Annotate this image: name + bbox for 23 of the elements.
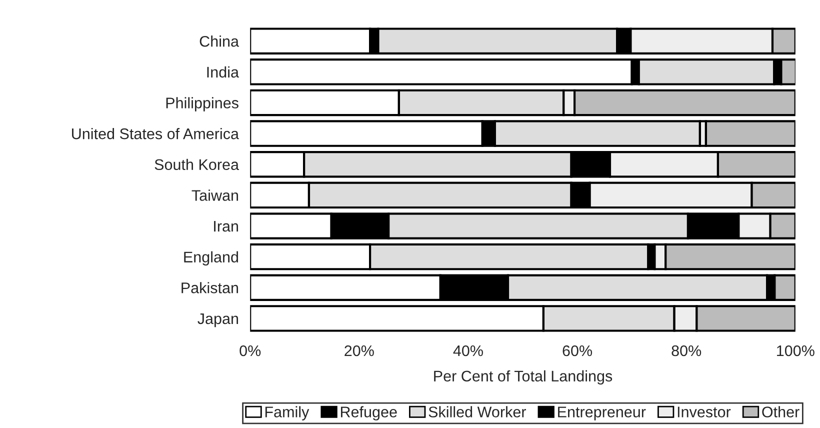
x-tick-label: 20% [344,345,374,356]
x-tick-label: 100% [777,345,814,356]
y-tick-label: India [207,66,239,78]
legend-label: Entrepreneur [558,406,646,420]
y-tick-label: Taiwan [192,190,238,201]
y-tick-label: England [184,251,238,266]
legend-label: Skilled Worker [428,406,526,418]
y-tick-label: Iran [214,221,238,232]
legend-label: Refugee [340,406,397,420]
y-tick-label: South Korea [154,158,239,170]
y-tick-label: United States of America [72,128,239,140]
y-tick-label: Pakistan [182,282,238,294]
legend-label: Investor [678,406,731,418]
x-tick-label: 0% [240,345,261,356]
x-tick-label: 80% [672,345,702,356]
x-tick-label: 40% [453,345,483,356]
legend-label: Family [265,406,310,420]
x-tick-label: 60% [562,345,592,356]
y-tick-label: Philippines [166,97,238,112]
y-tick-label: China [200,36,239,47]
y-tick-label: Japan [198,313,238,328]
x-axis-title: Per Cent of Total Landings [434,370,612,385]
legend-label: Other [762,406,800,418]
